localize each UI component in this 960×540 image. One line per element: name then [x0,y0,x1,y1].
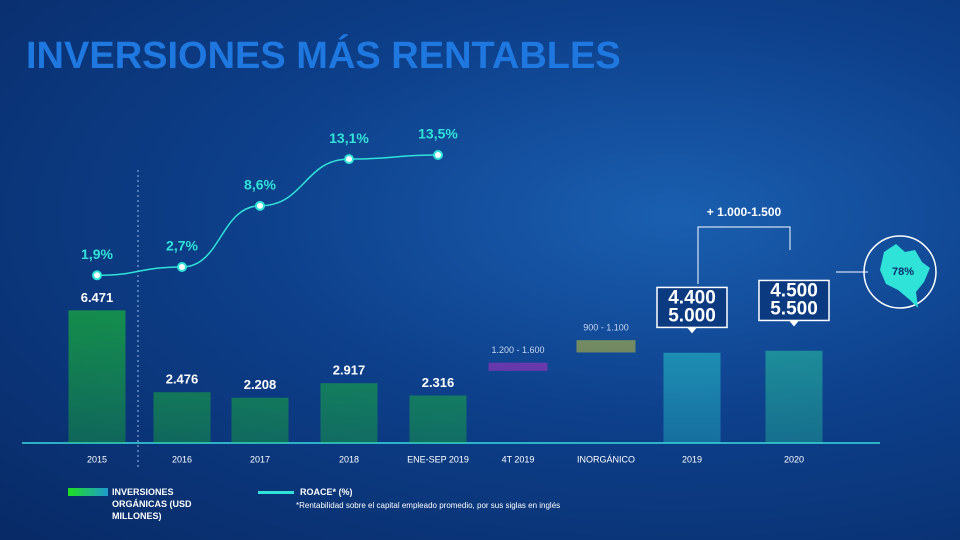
data-label: 4.400 [668,287,716,308]
bar [153,392,211,443]
bar [320,383,378,443]
data-label: 4.500 [770,280,818,301]
bar [68,310,126,443]
roace-point [177,262,187,272]
data-label: 1,9% [81,246,113,262]
label-box [758,279,830,322]
data-label: 13,1% [329,130,369,146]
roace-point [255,200,265,211]
roace-point [92,270,102,281]
data-label: 2.208 [244,377,277,392]
x-tick-label: 2015 [87,454,107,464]
map-circle [863,235,937,309]
range-bar [765,350,823,443]
data-label: 1.200 - 1.600 [491,345,544,355]
map-label: 78% [892,266,914,278]
legend-swatch [258,491,294,494]
x-tick-label: 2017 [250,454,270,464]
data-label: 5.000 [668,305,716,326]
data-label: 900 - 1.100 [583,323,629,333]
legend-swatch [68,488,108,496]
map [880,244,930,308]
x-tick-label: 4T 2019 [502,454,535,464]
legend-label: INVERSIONES ORGÁNICAS (USD MILLONES) [112,487,192,521]
data-label: 2.316 [422,375,455,390]
data-label: 13,5% [418,126,458,142]
data-label: 6.471 [81,290,114,305]
x-tick-label: ENE-SEP 2019 [407,454,469,464]
annotation: + 1.000-1.500 [707,205,782,219]
bracket [697,226,791,284]
roace-point [433,150,443,160]
data-label: 2,7% [166,238,198,254]
label-pointer [687,327,697,334]
x-tick-label: 2019 [682,454,702,464]
roace-point [344,154,354,165]
label-pointer [789,320,799,327]
range-bar [663,352,721,443]
x-tick-label: INORGÁNICO [577,454,635,464]
bar [409,395,467,443]
data-label: 5.500 [770,298,818,319]
chart-title: INVERSIONES MÁS RENTABLES [26,33,621,77]
data-label: 8,6% [244,177,276,193]
footnote: *Rentabilidad sobre el capital empleado … [296,501,560,510]
roace-line [96,154,439,277]
x-tick-label: 2018 [339,454,359,464]
data-label: 2.917 [333,363,366,378]
data-label: 2.476 [166,372,199,387]
bar [231,397,289,443]
range-bar [576,340,636,353]
label-box [656,286,728,329]
x-tick-label: 2016 [172,454,192,464]
range-bar [488,362,548,371]
legend-label: ROACE* (%) [300,487,353,497]
x-tick-label: 2020 [784,454,804,464]
